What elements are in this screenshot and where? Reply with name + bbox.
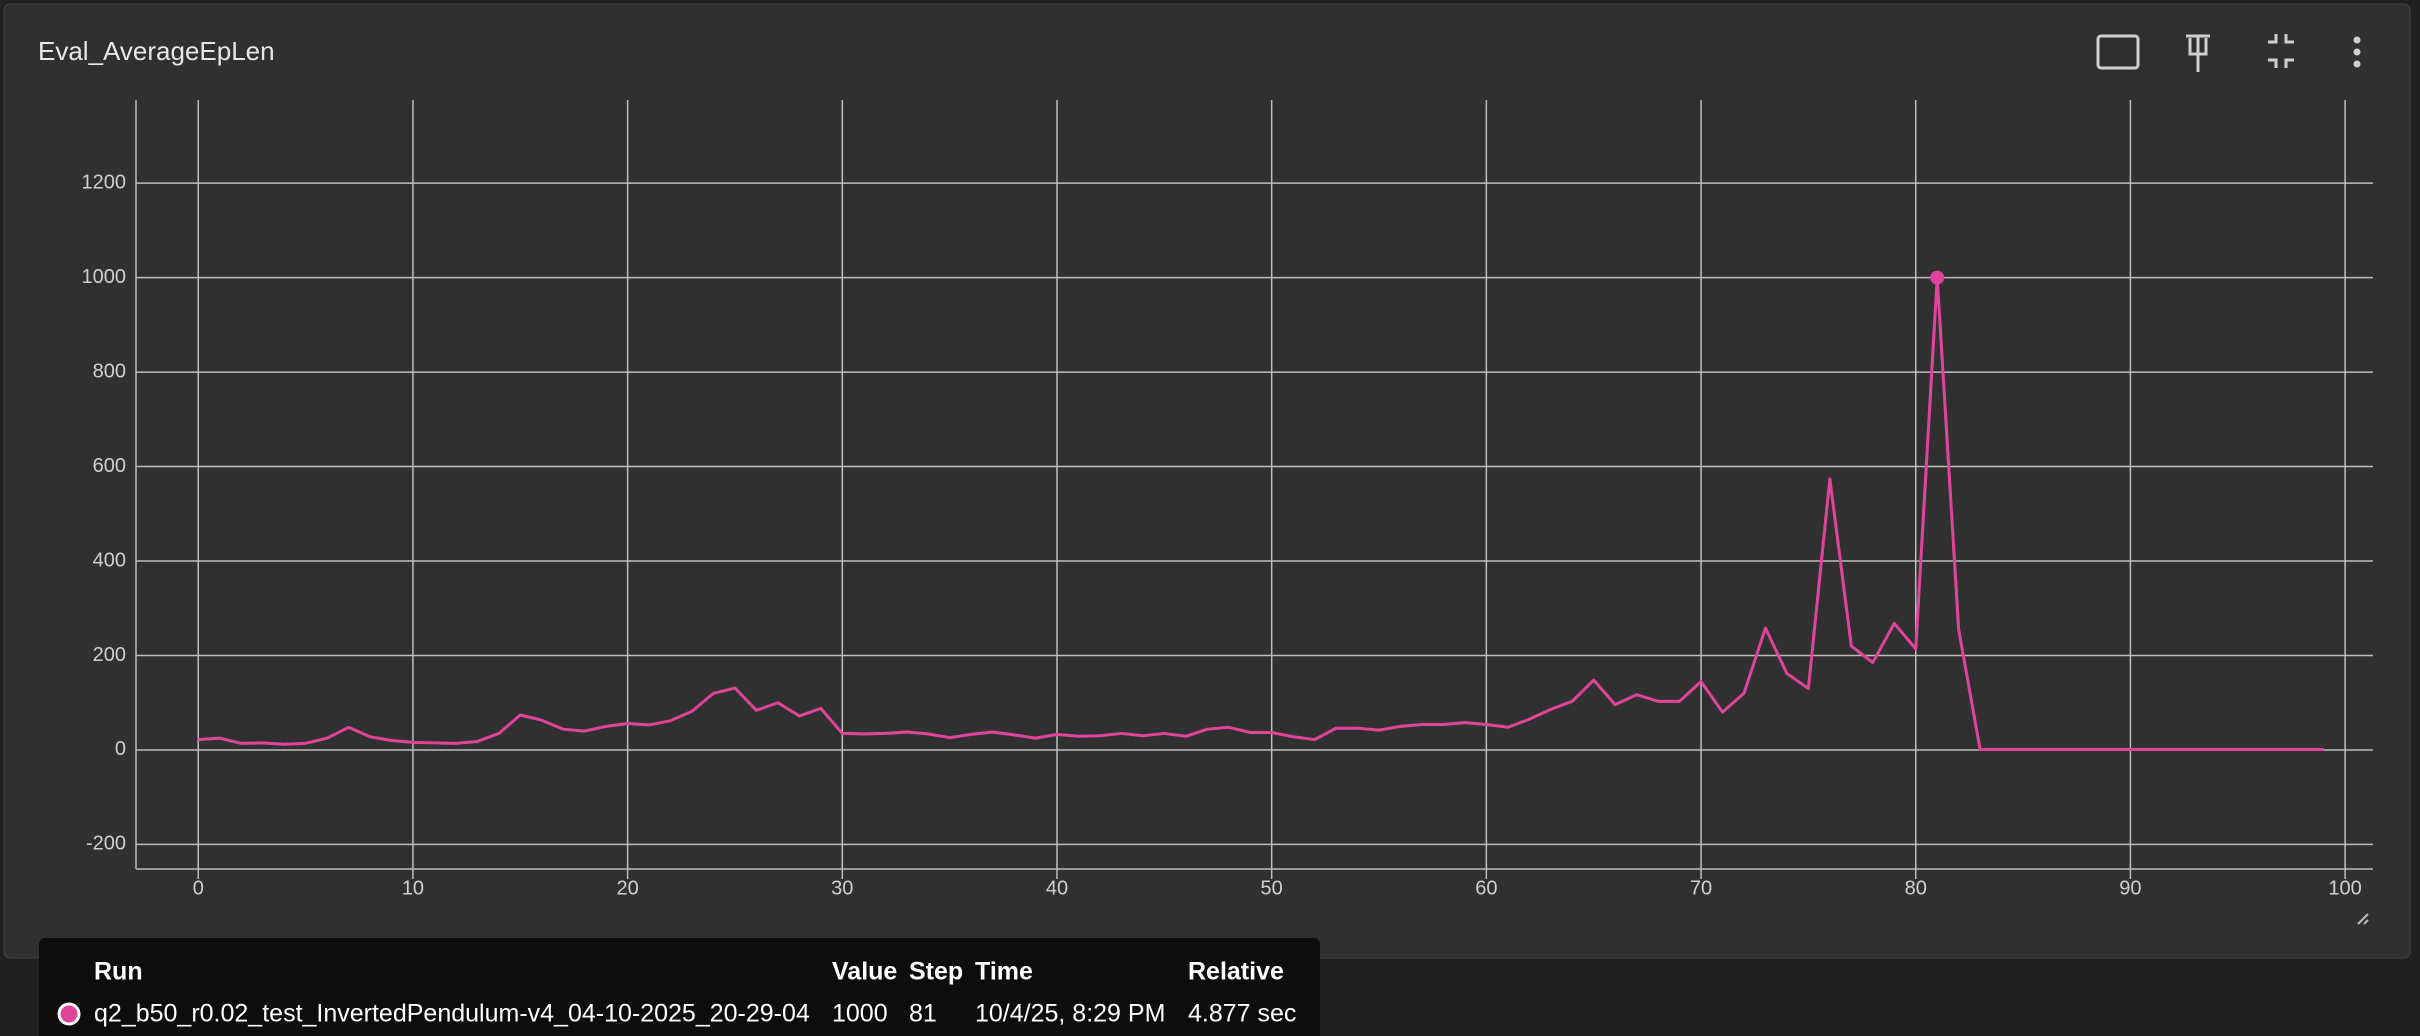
- collapse-button[interactable]: [2268, 34, 2294, 68]
- y-tick-label: 1000: [82, 266, 127, 288]
- y-tick-label: 800: [93, 360, 126, 382]
- x-tick-label: 40: [1046, 877, 1068, 899]
- cell-run: q2_b50_r0.02_test_InvertedPendulum-v4_04…: [94, 1000, 810, 1028]
- cell-step: 81: [909, 1000, 937, 1028]
- header-relative: Relative: [1188, 958, 1284, 986]
- y-tick-label: 600: [93, 455, 126, 477]
- header-run: Run: [94, 958, 143, 986]
- x-tick-label: 50: [1261, 877, 1283, 899]
- header-step: Step: [909, 958, 963, 986]
- tooltip: Run Value Step Time Relative q2_b50_r0.0…: [39, 938, 1320, 1036]
- x-tick-label: 30: [831, 877, 853, 899]
- card: [3, 3, 2411, 959]
- x-tick-label: 100: [2328, 877, 2361, 899]
- y-tick-label: 0: [115, 738, 126, 760]
- hover-point: [1930, 270, 1945, 285]
- x-tick-label: 10: [402, 877, 424, 899]
- fit-button[interactable]: [2096, 34, 2140, 70]
- menu-button[interactable]: [2353, 36, 2361, 68]
- x-tick-label: 80: [1905, 877, 1927, 899]
- pin-button[interactable]: [2186, 34, 2210, 72]
- y-tick-label: -200: [86, 833, 126, 855]
- series-line: [198, 276, 2324, 751]
- header-time: Time: [975, 958, 1033, 986]
- y-tick-label: 400: [93, 549, 126, 571]
- x-tick-label: 70: [1690, 877, 1712, 899]
- toolbar[interactable]: [2096, 34, 2361, 72]
- resize-handle[interactable]: [2357, 913, 2369, 925]
- cell-value: 1000: [832, 1000, 888, 1028]
- x-tick-label: 90: [2119, 877, 2141, 899]
- cell-time: 10/4/25, 8:29 PM: [975, 1000, 1165, 1028]
- y-tick-label: 200: [93, 644, 126, 666]
- x-tick-label: 20: [616, 877, 638, 899]
- cell-relative: 4.877 sec: [1188, 1000, 1296, 1028]
- chart-title: Eval_AverageEpLen: [38, 36, 275, 66]
- tooltip-box: [39, 938, 1320, 1036]
- header-value: Value: [832, 958, 897, 986]
- x-tick-label: 60: [1475, 877, 1497, 899]
- run-swatch: [57, 1002, 81, 1026]
- y-tick-label: 1200: [82, 171, 127, 193]
- x-tick-label: 0: [193, 877, 204, 899]
